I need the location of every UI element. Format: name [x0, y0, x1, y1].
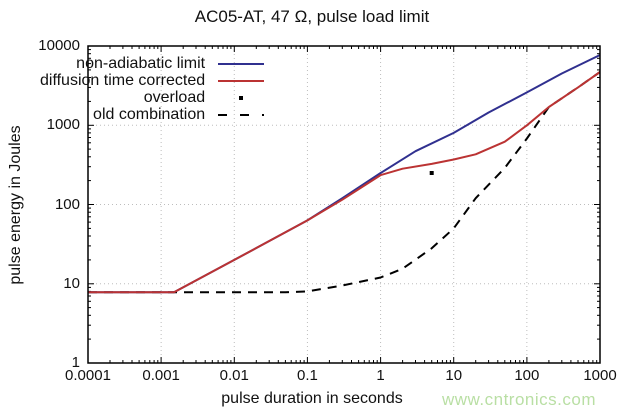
- legend-item-old-combination: old combination: [40, 106, 270, 123]
- legend-label: diffusion time corrected: [40, 71, 206, 89]
- x-tick-label: 100: [514, 367, 540, 384]
- y-tick-label: 10: [63, 274, 80, 292]
- legend-label: overload: [143, 88, 206, 106]
- y-tick-label: 100: [54, 195, 80, 213]
- legend-label: non-adiabatic limit: [76, 54, 206, 72]
- legend-swatch-dash: [212, 113, 270, 116]
- y-tick-label: 1000: [46, 116, 80, 134]
- legend-label: old combination: [93, 105, 206, 123]
- y-tick-label: 10000: [38, 37, 80, 54]
- legend-item-diffusion: diffusion time corrected: [40, 72, 270, 89]
- x-tick-label: 10: [445, 367, 463, 384]
- chart-title: AC05-AT, 47 Ω, pulse load limit: [194, 7, 430, 26]
- x-tick-label: 0.001: [142, 367, 180, 384]
- x-tick-label: 1: [376, 367, 385, 384]
- x-tick-label: 1000: [583, 367, 617, 384]
- x-axis-label: pulse duration in seconds: [221, 390, 403, 407]
- x-tick-label: 0.0001: [65, 367, 111, 384]
- legend-swatch-dot: [212, 95, 270, 100]
- x-tick-label: 0.01: [219, 367, 249, 384]
- legend-item-overload: overload: [40, 89, 270, 106]
- legend-swatch-line-red: [212, 79, 270, 82]
- legend-item-non-adiabatic: non-adiabatic limit: [40, 55, 270, 72]
- y-tick-label: 1: [71, 354, 80, 371]
- x-tick-label: 0.1: [296, 367, 318, 384]
- legend: non-adiabatic limit diffusion time corre…: [40, 55, 270, 123]
- legend-swatch-line-blue: [212, 62, 270, 65]
- watermark: www.cntronics.com: [442, 390, 596, 409]
- y-axis-label: pulse energy in Joules: [7, 125, 24, 285]
